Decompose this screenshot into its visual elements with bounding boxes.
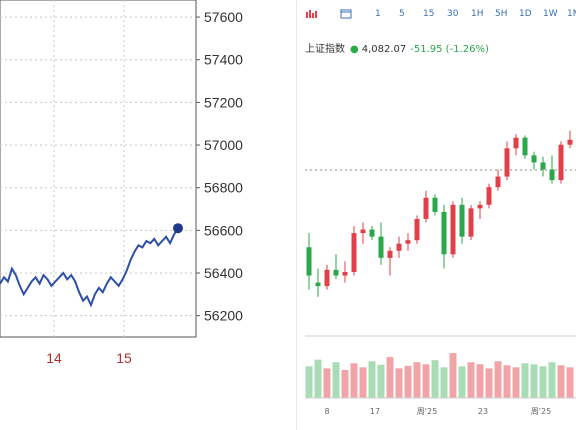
chart-toolbar: 1515301H5H1D1W1M	[297, 6, 576, 24]
x-tick-label: 15	[116, 350, 132, 366]
candle	[360, 222, 366, 244]
candle	[306, 233, 312, 290]
volume-bar	[323, 368, 331, 398]
volume-bar	[359, 367, 367, 398]
candle	[423, 190, 429, 223]
volume-bar	[431, 360, 439, 398]
candle	[315, 268, 321, 297]
volume-bar	[440, 367, 448, 398]
volume-bar	[341, 369, 349, 398]
candle	[432, 194, 438, 216]
candle	[522, 135, 528, 159]
volume-bar	[422, 364, 430, 398]
candle	[549, 155, 555, 184]
volume-bar	[332, 362, 340, 398]
volume-bar	[521, 363, 529, 398]
index-price: 4,082.07	[361, 44, 407, 55]
volume-bar	[350, 363, 358, 398]
volume-bar	[557, 365, 565, 398]
candle	[369, 226, 375, 241]
candle	[342, 261, 348, 283]
y-tick-label: 57200	[204, 94, 243, 110]
candle	[531, 151, 537, 170]
volume-bar	[449, 353, 457, 398]
intraday-line-chart: 56200 56400 56600 56800 57000 57200 57400 57600…	[0, 0, 243, 366]
candlestick-chart: 8 17 周'25 23 周'25	[305, 130, 576, 416]
candle	[387, 247, 393, 276]
volume-bar	[368, 361, 376, 398]
candle	[468, 204, 474, 241]
interval-button-30[interactable]: 30	[447, 9, 459, 19]
volume-bar	[476, 364, 484, 398]
interval-button-5[interactable]: 5	[399, 9, 405, 19]
candle	[405, 233, 411, 251]
interval-button-1d[interactable]: 1D	[519, 9, 532, 19]
interval-button-1w[interactable]: 1W	[543, 9, 558, 19]
last-price-marker	[173, 223, 183, 234]
y-tick-label: 57600	[204, 9, 243, 25]
candle	[504, 141, 510, 181]
candle	[333, 254, 339, 280]
index-change: -51.95 (-1.26%)	[410, 44, 489, 55]
candle	[486, 183, 492, 209]
interval-button-1[interactable]: 1	[375, 9, 381, 19]
candle	[567, 130, 573, 149]
y-tick-label: 56200	[204, 308, 243, 324]
y-tick-label: 57400	[204, 52, 243, 68]
volume-bar	[314, 359, 322, 398]
candle	[441, 204, 447, 269]
volume-bar	[377, 364, 385, 398]
candle	[513, 134, 519, 156]
candlestick-panel: 1515301H5H1D1W1M 上证指数●4,082.07-51.95 (-1…	[296, 0, 576, 430]
price-line	[0, 227, 179, 308]
interval-button-1h[interactable]: 1H	[471, 9, 484, 19]
y-tick-label: 56400	[204, 265, 243, 281]
volume-bar	[485, 368, 493, 398]
y-tick-label: 56600	[204, 222, 243, 238]
chart-type-icon[interactable]	[305, 8, 319, 20]
volume-bar	[494, 361, 502, 398]
candle	[378, 222, 384, 265]
volume-bar	[458, 366, 466, 398]
volume-bar	[305, 366, 313, 398]
volume-bar	[386, 357, 394, 398]
y-tick-label: 57000	[204, 137, 243, 153]
volume-bar	[404, 365, 412, 398]
volume-bar	[413, 362, 421, 398]
volume-bar	[530, 364, 538, 398]
interval-button-15[interactable]: 15	[423, 9, 435, 19]
candle	[495, 169, 501, 191]
candle	[459, 197, 465, 244]
x-axis-label: 8	[324, 407, 329, 416]
volume-bar	[539, 366, 547, 398]
x-axis-label: 23	[478, 407, 488, 416]
candle	[414, 215, 420, 244]
window-icon[interactable]	[339, 8, 353, 20]
candle	[558, 141, 564, 184]
volume-bar	[512, 367, 520, 398]
volume-bar	[395, 368, 403, 398]
status-dot-icon: ●	[350, 44, 359, 55]
y-tick-label: 56800	[204, 180, 243, 196]
candle	[351, 226, 357, 276]
candle	[396, 236, 402, 258]
volume-bar	[467, 362, 475, 398]
index-name: 上证指数	[305, 44, 345, 55]
volume-bar	[566, 367, 574, 398]
candle	[477, 201, 483, 219]
x-axis-label: 周'25	[531, 407, 551, 416]
candle	[324, 264, 330, 290]
candle	[540, 156, 546, 177]
x-axis-label: 周'25	[417, 407, 437, 416]
quote-summary: 上证指数 ● 4,082.07 -51.95 (-1.26%)	[305, 40, 489, 55]
volume-bar	[548, 362, 556, 398]
x-tick-label: 14	[46, 350, 62, 366]
interval-button-1m[interactable]: 1M	[567, 9, 576, 19]
volume-bar	[503, 365, 511, 398]
candle	[450, 201, 456, 258]
interval-button-5h[interactable]: 5H	[495, 9, 508, 19]
x-axis-label: 17	[370, 407, 380, 416]
